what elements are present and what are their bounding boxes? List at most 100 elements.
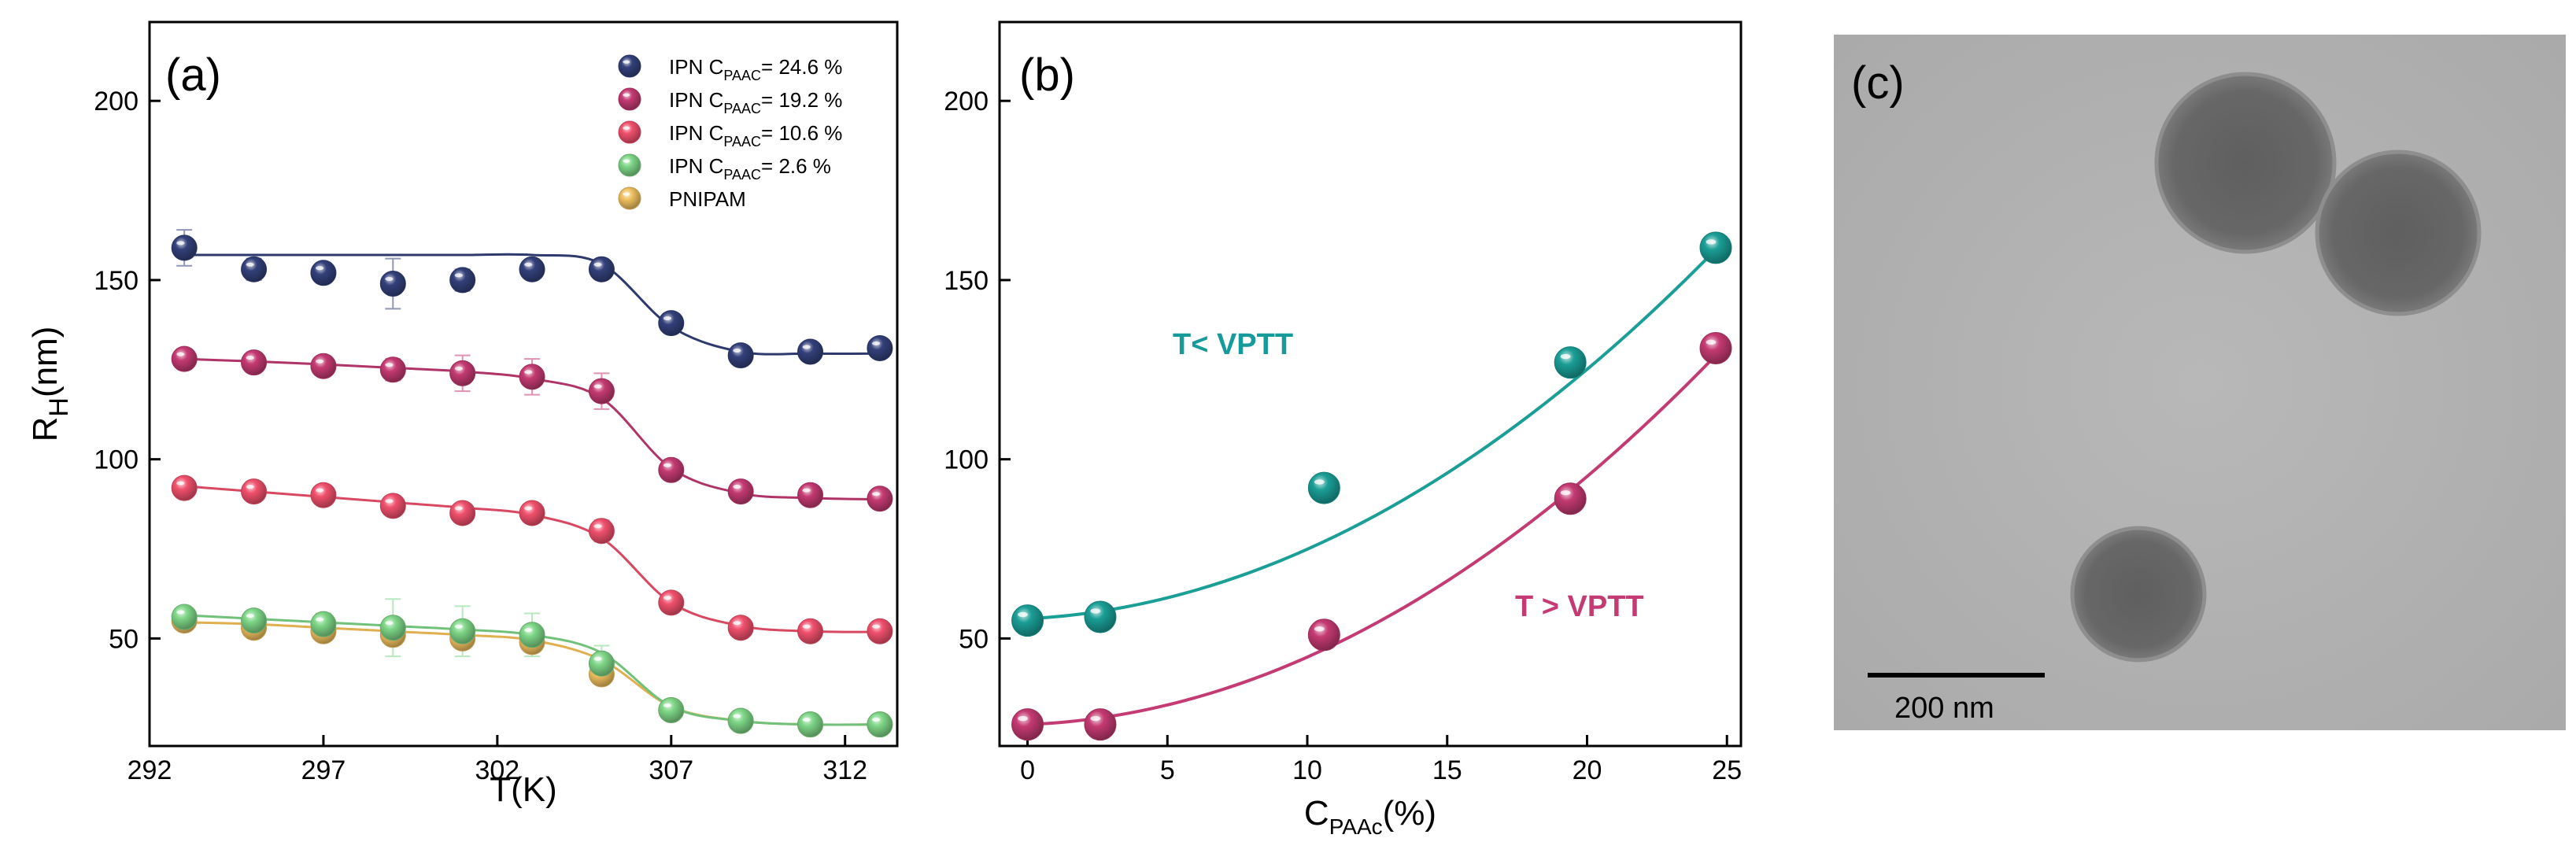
legend-sub: PAAC [723,167,761,183]
panel-a-y-tick-label: 200 [94,87,139,116]
panel-b-y-tick-label: 100 [944,445,989,475]
data-point [618,120,641,144]
annotation-below-vptt: T< VPTT [1173,328,1293,361]
fit-curve [1027,356,1714,726]
data-point [588,256,615,282]
panel-a-y-title: RH(nm) [26,327,74,442]
data-point [519,500,545,526]
panel-a-y-tick-label: 150 [94,266,139,296]
annotation-above-vptt: T > VPTT [1515,590,1644,623]
data-point [519,364,545,390]
data-point [241,478,268,505]
data-point [449,500,476,526]
data-point [588,378,615,404]
panel-b-x-tick-label: 25 [1712,755,1742,785]
data-point [171,345,198,372]
data-point [310,611,337,637]
data-point [588,518,615,545]
panel-b-fit-lines [1027,251,1714,726]
panel-b-x-tick-label: 15 [1432,755,1462,785]
panel-a-ticks: 292 297 302 307 312 50 100 150 200 [94,87,867,785]
legend-sub: PAAC [723,134,761,150]
fit-curve [1027,251,1714,621]
panel-a-x-tick-label: 292 [128,755,172,785]
panel-a-x-title: T(K) [490,770,557,809]
data-point [379,270,406,297]
panel-a-x-tick-label: 302 [475,755,519,785]
data-point [618,87,641,111]
data-point [1699,231,1732,264]
nanoparticle [2154,72,2337,254]
fit-line [184,253,880,356]
nanoparticle [2315,150,2482,316]
panel-b-y-tick-label: 200 [944,87,989,116]
data-point [1084,708,1117,741]
data-point [171,234,198,261]
data-point [449,360,476,386]
x-title-main: C [1304,794,1329,833]
data-point [1554,346,1587,379]
panel-b-x-tick-label: 20 [1573,755,1602,785]
x-title-sub: PAAc [1329,814,1383,839]
panel-b-x-tick-label: 10 [1292,755,1322,785]
panel-b: 0 5 10 15 20 25 50 100 150 200 (b) T< VPTT T > VP… [944,20,1743,839]
y-title-tail: (nm) [26,327,65,397]
legend-tail: = 24.6 % [761,55,842,79]
panel-b-y-tick-label: 50 [959,624,989,654]
panel-b-label: (b) [1019,50,1075,101]
panel-a-points [171,234,893,738]
data-point [658,696,685,723]
data-point [1011,604,1044,637]
data-point [1699,331,1732,364]
panel-a-frame [148,20,899,748]
panel-a-x-tick-label: 307 [649,755,693,785]
legend-main: IPN C [669,88,723,112]
panel-a-y-tick-label: 100 [94,445,139,475]
data-point [310,482,337,508]
panel-a-x-tick-label: 312 [822,755,867,785]
panel-a-label: (a) [165,50,221,101]
data-point [618,54,641,78]
data-point [310,353,337,379]
legend-entry: IPN CPAAC= 10.6 % [669,121,842,150]
data-point [797,482,824,508]
data-point [867,711,893,738]
data-point [379,356,406,383]
data-point [310,260,337,286]
panel-b-ticks: 0 5 10 15 20 25 50 100 150 200 [944,87,1742,785]
data-point [658,456,685,483]
data-point [241,349,268,376]
panel-b-x-title: CPAAc(%) [1304,794,1436,839]
panel-c-label: (c) [1851,57,1905,109]
panel-b-x-tick-label: 0 [1020,755,1035,785]
data-point [1084,600,1117,633]
data-point [241,256,268,282]
data-point [867,486,893,512]
scale-bar-label: 200 nm [1894,692,1994,725]
data-point [797,618,824,644]
data-point [618,186,641,210]
panel-b-points [1011,231,1732,741]
panel-b-frame [998,20,1743,748]
data-point [241,607,268,634]
legend-entry: IPN CPAAC= 2.6 % [669,154,831,183]
legend-main: IPN C [669,55,723,79]
data-point [171,604,198,630]
data-point [727,478,754,505]
legend-entry: IPN CPAAC= 19.2 % [669,88,842,116]
legend-tail: = 19.2 % [761,88,842,112]
panel-a-x-tick-label: 297 [301,755,346,785]
data-point [727,615,754,641]
data-point [519,622,545,648]
data-point [449,267,476,294]
panel-a-y-tick-label: 50 [109,624,139,654]
y-title-sub: H [44,397,74,417]
legend-tail: = 2.6 % [761,154,831,178]
data-point [797,338,824,365]
data-point [588,650,615,677]
data-point [1307,619,1340,652]
legend-sub: PAAC [723,101,761,116]
data-point [519,256,545,282]
legend-entry: PNIPAM [669,187,746,211]
